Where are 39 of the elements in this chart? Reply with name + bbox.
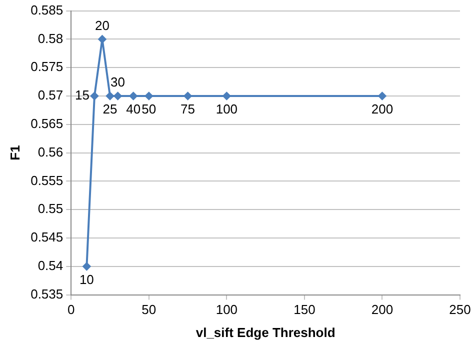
y-tick-label: 0.54 bbox=[38, 258, 64, 273]
x-tick-label: 250 bbox=[449, 302, 471, 318]
y-tick-label: 0.545 bbox=[30, 230, 64, 245]
x-tick-label: 100 bbox=[216, 302, 238, 318]
y-tick-label: 0.58 bbox=[38, 30, 64, 46]
point bbox=[98, 35, 106, 44]
annotation: 20 bbox=[95, 18, 110, 33]
annotation: 40 bbox=[126, 102, 141, 117]
y-tick-label: 0.555 bbox=[30, 172, 64, 188]
x-tick-label: 150 bbox=[294, 302, 316, 318]
point bbox=[378, 92, 386, 100]
point bbox=[144, 92, 153, 100]
x-axis-title: vl_sift Edge Threshold bbox=[196, 324, 336, 340]
y-tick-label: 0.575 bbox=[30, 59, 64, 74]
x-tick-label: 200 bbox=[371, 302, 394, 318]
point bbox=[90, 92, 98, 100]
y-tick-label: 0.585 bbox=[30, 2, 64, 18]
y-tick-label: 0.57 bbox=[38, 88, 64, 103]
annotation: 15 bbox=[74, 88, 90, 103]
point bbox=[106, 92, 114, 100]
annotation: 10 bbox=[79, 272, 94, 287]
point bbox=[114, 92, 122, 100]
point bbox=[184, 92, 192, 100]
annotation: 200 bbox=[371, 102, 394, 117]
point bbox=[82, 262, 91, 270]
point bbox=[222, 92, 231, 100]
y-tick-label: 0.55 bbox=[38, 201, 64, 216]
annotation: 50 bbox=[142, 102, 156, 117]
y-tick-label: 0.56 bbox=[38, 144, 64, 160]
y-tick-label: 0.535 bbox=[30, 286, 64, 302]
annotation: 25 bbox=[102, 102, 118, 117]
x-tick-label: 0 bbox=[68, 302, 75, 318]
y-tick-label: 0.565 bbox=[30, 116, 64, 131]
x-tick-label: 50 bbox=[142, 302, 156, 318]
annotation: 30 bbox=[110, 74, 126, 90]
y-axis-title: F1 bbox=[7, 145, 22, 160]
point bbox=[129, 92, 138, 100]
annotation: 100 bbox=[216, 102, 238, 117]
annotation: 75 bbox=[180, 102, 196, 117]
